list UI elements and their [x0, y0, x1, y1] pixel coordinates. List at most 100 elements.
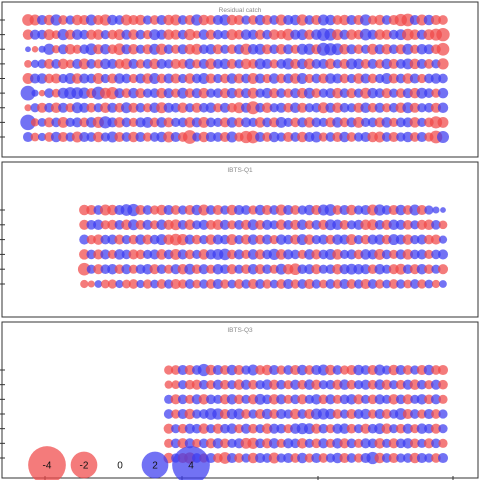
- positive-residual-bubble: [234, 264, 244, 274]
- positive-residual-bubble: [50, 131, 62, 143]
- positive-residual-bubble: [121, 117, 132, 128]
- negative-residual-bubble: [269, 59, 279, 69]
- negative-residual-bubble: [346, 132, 357, 142]
- negative-residual-bubble: [403, 365, 413, 375]
- negative-residual-bubble: [226, 14, 238, 26]
- positive-residual-bubble: [226, 131, 238, 143]
- positive-residual-bubble: [389, 380, 399, 390]
- positive-residual-bubble: [262, 219, 273, 230]
- positive-residual-bubble: [115, 279, 124, 289]
- negative-residual-bubble: [184, 88, 195, 98]
- positive-residual-bubble: [178, 205, 188, 215]
- positive-residual-bubble: [311, 73, 322, 84]
- positive-residual-bubble: [346, 220, 357, 230]
- negative-residual-bubble: [339, 117, 350, 128]
- negative-residual-bubble: [367, 43, 379, 55]
- negative-residual-bubble: [304, 234, 315, 245]
- negative-residual-bubble: [212, 204, 223, 216]
- negative-residual-bubble: [409, 379, 421, 390]
- positive-residual-bubble: [262, 117, 272, 128]
- negative-residual-bubble: [431, 279, 441, 289]
- negative-residual-bubble: [304, 117, 315, 128]
- positive-residual-bubble: [219, 219, 230, 230]
- positive-residual-bubble: [332, 365, 343, 375]
- negative-residual-bubble: [149, 58, 160, 70]
- positive-residual-bubble: [269, 364, 280, 376]
- negative-residual-bubble: [184, 364, 195, 376]
- negative-residual-bubble: [318, 394, 329, 405]
- negative-residual-bubble: [77, 262, 91, 276]
- positive-residual-bubble: [219, 248, 231, 261]
- negative-residual-bubble: [353, 394, 364, 405]
- negative-residual-bubble: [388, 438, 399, 449]
- positive-residual-bubble: [205, 102, 217, 113]
- positive-residual-bubble: [219, 102, 230, 113]
- positive-residual-bubble: [416, 249, 427, 260]
- negative-residual-bubble: [304, 365, 315, 375]
- positive-residual-bubble: [226, 364, 238, 376]
- negative-residual-bubble: [290, 279, 300, 289]
- positive-residual-bubble: [382, 365, 392, 375]
- negative-residual-bubble: [184, 249, 195, 260]
- negative-residual-bubble: [346, 88, 357, 99]
- negative-residual-bubble: [156, 43, 168, 55]
- positive-residual-bubble: [423, 408, 434, 420]
- positive-residual-bubble: [29, 29, 41, 40]
- negative-residual-bubble: [339, 73, 350, 84]
- positive-residual-bubble: [269, 220, 279, 230]
- positive-residual-bubble: [269, 279, 279, 289]
- positive-residual-bubble: [164, 279, 174, 289]
- positive-residual-bubble: [402, 43, 414, 55]
- positive-residual-bubble: [100, 58, 111, 70]
- negative-residual-bubble: [227, 44, 237, 55]
- panel-1: Residual catch: [0, 1, 479, 158]
- negative-residual-bubble: [304, 278, 315, 290]
- positive-residual-bubble: [192, 220, 202, 230]
- positive-residual-bubble: [100, 44, 111, 55]
- positive-residual-bubble: [107, 14, 118, 26]
- positive-residual-bubble: [424, 88, 434, 98]
- positive-residual-bubble: [361, 117, 371, 127]
- positive-residual-bubble: [247, 364, 259, 376]
- panel-title: IBTS-Q3: [227, 327, 253, 334]
- positive-residual-bubble: [374, 234, 385, 245]
- negative-residual-bubble: [269, 88, 280, 99]
- positive-residual-bubble: [255, 131, 266, 143]
- positive-residual-bubble: [149, 73, 161, 84]
- negative-residual-bubble: [261, 102, 273, 113]
- positive-residual-bubble: [163, 409, 174, 419]
- negative-residual-bubble: [275, 14, 287, 26]
- panel-title: IBTS-Q1: [227, 167, 253, 174]
- positive-residual-bubble: [198, 219, 209, 230]
- negative-residual-bubble: [150, 220, 160, 230]
- positive-residual-bubble: [121, 73, 132, 84]
- negative-residual-bubble: [382, 103, 392, 113]
- positive-residual-bubble: [247, 234, 259, 245]
- positive-residual-bubble: [417, 438, 427, 448]
- positive-residual-bubble: [65, 15, 75, 25]
- positive-residual-bubble: [410, 365, 420, 375]
- positive-residual-bubble: [199, 379, 209, 390]
- positive-residual-bubble: [360, 365, 371, 375]
- positive-residual-bubble: [395, 219, 406, 230]
- positive-residual-bubble: [276, 88, 287, 98]
- negative-residual-bubble: [282, 28, 295, 41]
- positive-residual-bubble: [213, 73, 223, 84]
- negative-residual-bubble: [198, 249, 210, 260]
- negative-residual-bubble: [346, 234, 357, 246]
- positive-residual-bubble: [283, 452, 294, 464]
- negative-residual-bubble: [184, 219, 196, 231]
- positive-residual-bubble: [431, 438, 441, 449]
- negative-residual-bubble: [402, 234, 414, 245]
- positive-residual-bubble: [212, 379, 223, 390]
- negative-residual-bubble: [437, 264, 449, 275]
- negative-residual-bubble: [261, 364, 273, 376]
- negative-residual-bubble: [198, 87, 210, 99]
- negative-residual-bubble: [437, 116, 449, 128]
- positive-residual-bubble: [142, 219, 153, 230]
- positive-residual-bubble: [163, 204, 174, 216]
- negative-residual-bubble: [374, 438, 385, 449]
- positive-residual-bubble: [416, 131, 427, 143]
- negative-residual-bubble: [423, 219, 435, 231]
- positive-residual-bubble: [219, 58, 231, 70]
